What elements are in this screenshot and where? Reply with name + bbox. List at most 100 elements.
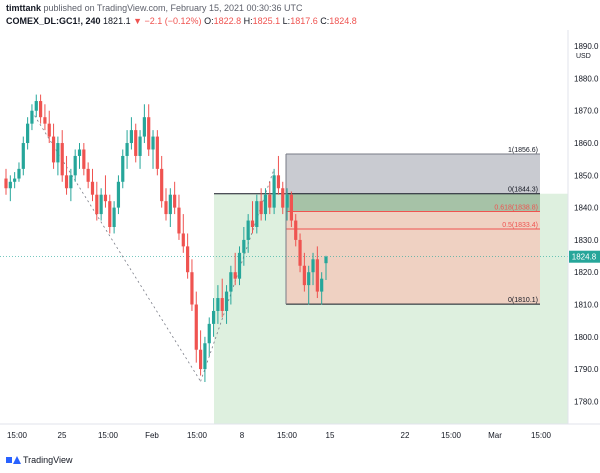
candle-body xyxy=(302,265,306,286)
candle-body xyxy=(186,246,190,273)
fib-label: 0(1844.3) xyxy=(508,187,538,194)
candle-body xyxy=(47,123,51,137)
candle-body xyxy=(95,194,99,215)
tradingview-logo-icon[interactable] xyxy=(6,455,21,465)
close-label: C: xyxy=(320,16,330,26)
brand-name[interactable]: TradingView xyxy=(23,455,73,465)
candle-body xyxy=(60,143,64,176)
axis-unit: USD xyxy=(576,53,591,60)
candle-body xyxy=(77,149,82,156)
footer: TradingView xyxy=(6,455,73,465)
candle-body xyxy=(216,298,220,311)
x-tick-label: 15:00 xyxy=(98,431,119,440)
candle-body xyxy=(21,143,25,169)
candle-body xyxy=(30,110,34,124)
candle-body xyxy=(34,101,38,111)
y-tick-label: 1890.0 xyxy=(574,42,599,51)
fib-label: 0.5(1833.4) xyxy=(502,222,538,229)
x-tick-label: 15:00 xyxy=(531,431,552,440)
candle-body xyxy=(64,175,69,189)
trendline-dashed xyxy=(31,111,201,382)
y-tick-label: 1780.0 xyxy=(574,397,599,406)
fib-zone-0618 xyxy=(286,193,540,212)
candle-body xyxy=(198,349,203,370)
candle-body xyxy=(190,272,194,305)
candle-body xyxy=(307,272,311,286)
candle-body xyxy=(177,207,181,234)
candle-body xyxy=(298,239,302,266)
candle-body xyxy=(134,130,138,156)
candle-body xyxy=(56,143,60,163)
high-value: 1825.1 xyxy=(252,16,281,26)
fib-zone-lower xyxy=(286,211,540,305)
publish-text: published on TradingView.com, February 1… xyxy=(43,3,303,13)
candle-body xyxy=(224,291,229,311)
y-tick-label: 1870.0 xyxy=(574,107,599,116)
low-value: 1817.6 xyxy=(290,16,318,26)
fib-label: 0(1810.1) xyxy=(508,297,538,304)
y-tick-label: 1860.0 xyxy=(574,139,599,148)
y-tick-label: 1820.0 xyxy=(574,268,599,277)
candle-body xyxy=(160,168,164,202)
y-tick-label: 1850.0 xyxy=(574,171,599,180)
chart-header: timttank published on TradingView.com, F… xyxy=(0,0,600,30)
last-price-label: 1824.8 xyxy=(572,253,597,262)
candle-body xyxy=(103,194,108,202)
fib-label: 0.618(1838.8) xyxy=(494,204,538,211)
close-value: 1824.8 xyxy=(329,16,357,26)
candle-body xyxy=(263,194,268,215)
candle-body xyxy=(173,194,177,208)
y-tick-label: 1790.0 xyxy=(574,365,599,374)
candle-body xyxy=(155,136,159,169)
author-name[interactable]: timttank xyxy=(6,3,42,13)
candle-body xyxy=(285,194,289,208)
fib-zone-top xyxy=(286,154,540,194)
candle-body xyxy=(142,117,146,137)
symbol-name[interactable]: COMEX_DL:GC1!, 240 xyxy=(6,16,101,26)
candle-body xyxy=(69,175,73,189)
last-price: 1821.1 xyxy=(103,16,131,26)
y-tick-label: 1830.0 xyxy=(574,236,599,245)
candle-body xyxy=(315,259,319,292)
candle-body xyxy=(194,304,198,350)
x-tick-label: 15:00 xyxy=(277,431,298,440)
candle-body xyxy=(116,181,121,208)
candle-body xyxy=(147,117,151,150)
symbol-info: COMEX_DL:GC1!, 240 1821.1 ▼ −2.1 (−0.12%… xyxy=(6,16,357,26)
candle-body xyxy=(203,343,207,370)
candle-body xyxy=(90,181,95,195)
x-tick-label: 15:00 xyxy=(187,431,208,440)
candle-body xyxy=(242,239,246,253)
candle-body xyxy=(211,310,216,324)
candle-body xyxy=(289,194,294,221)
y-tick-label: 1880.0 xyxy=(574,74,599,83)
candle-body xyxy=(233,272,237,279)
candle-body xyxy=(220,298,224,311)
candle-body xyxy=(51,136,56,163)
candle-body xyxy=(259,201,263,215)
candle-body xyxy=(181,233,185,247)
candle-body xyxy=(164,201,168,215)
open-value: 1822.8 xyxy=(213,16,242,26)
candle-body xyxy=(125,143,129,156)
candle-body xyxy=(207,323,211,344)
candle-body xyxy=(108,201,112,227)
candle-body xyxy=(99,194,103,215)
candle-body xyxy=(112,207,116,227)
x-tick-label: 15:00 xyxy=(441,431,462,440)
candle-body xyxy=(4,178,8,189)
candle-body xyxy=(129,130,134,144)
publish-info: timttank published on TradingView.com, F… xyxy=(6,3,303,13)
low-label: L: xyxy=(282,16,291,26)
x-tick-label: 8 xyxy=(240,431,245,440)
x-tick-label: 15 xyxy=(326,431,335,440)
x-tick-label: 15:00 xyxy=(7,431,28,440)
candle-body xyxy=(272,175,276,208)
candle-body xyxy=(86,168,90,182)
candle-body xyxy=(320,278,324,292)
candle-body xyxy=(168,194,172,215)
x-tick-label: Feb xyxy=(145,431,159,440)
candle-body xyxy=(38,101,43,118)
y-tick-label: 1840.0 xyxy=(574,204,599,213)
